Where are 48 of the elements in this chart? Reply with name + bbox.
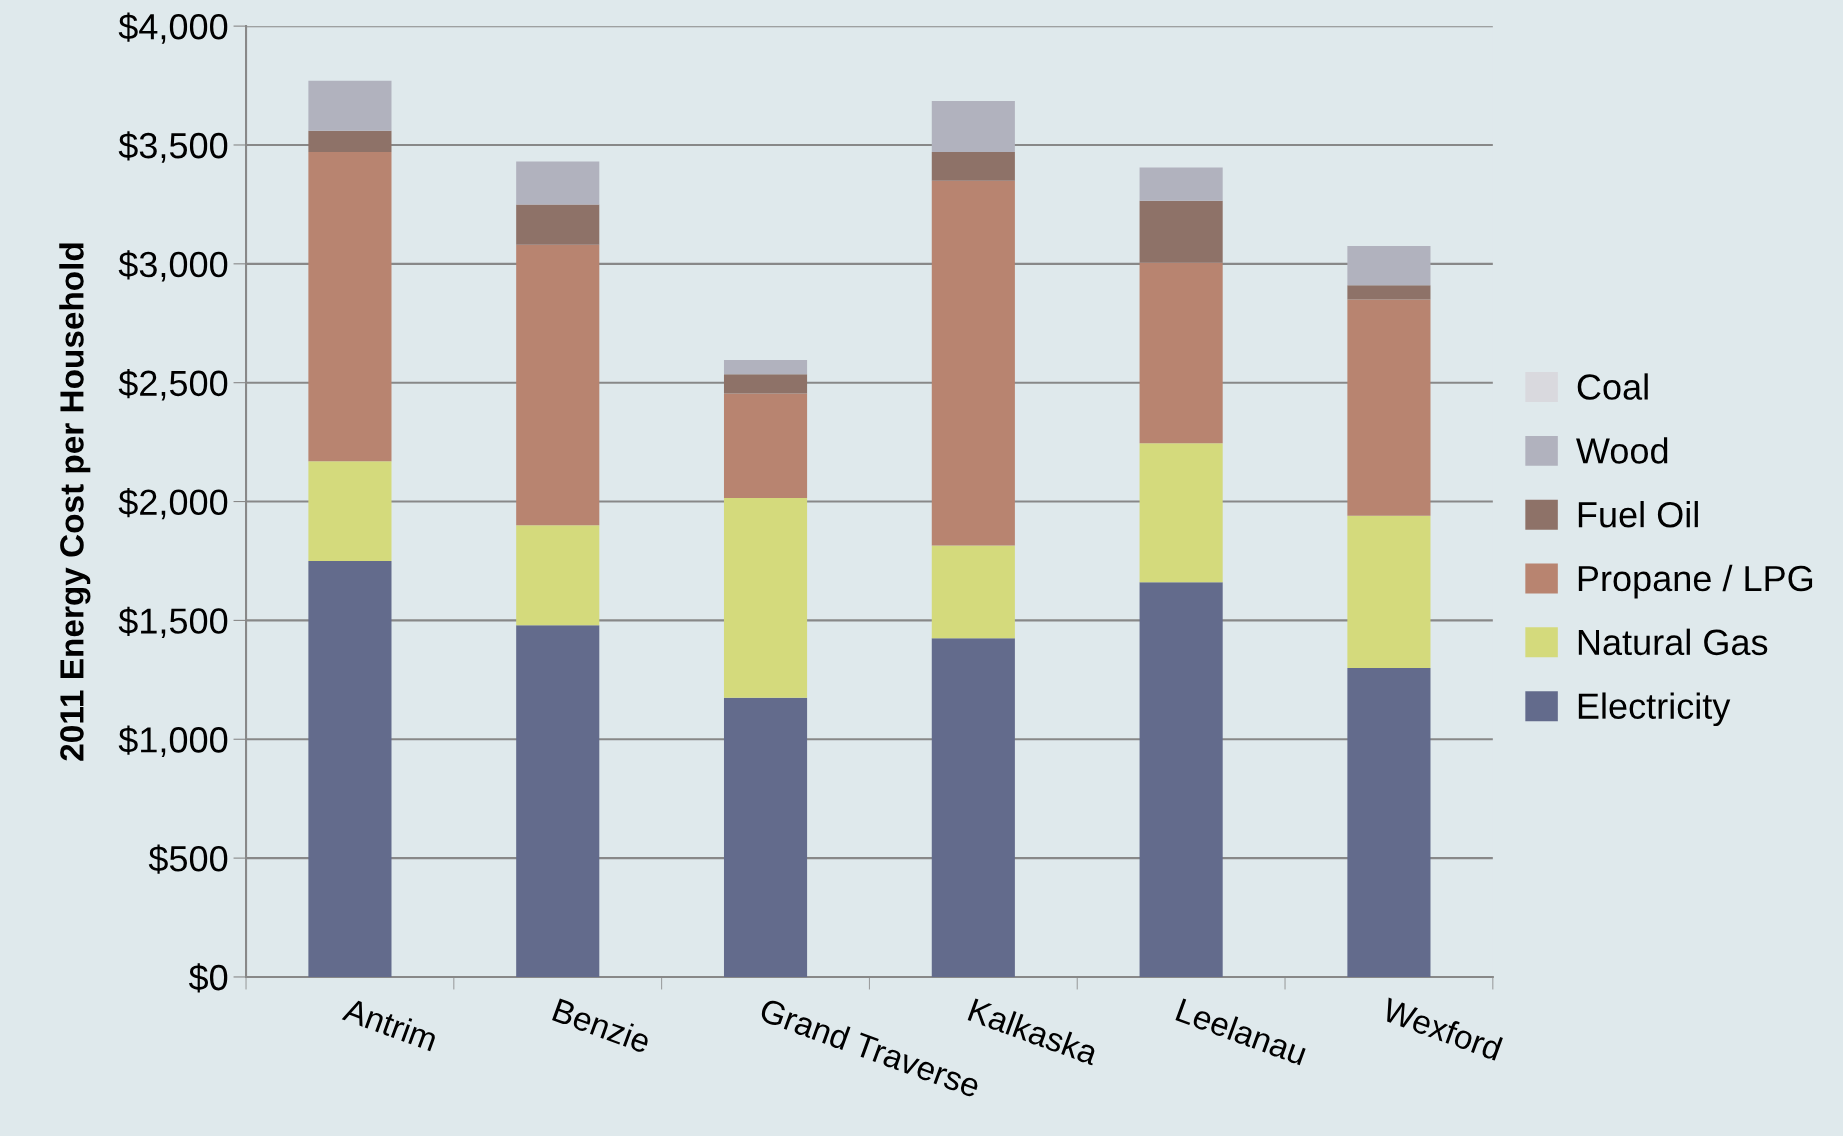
y-tick-label: $0: [188, 963, 228, 993]
y-axis-title: 2011 Energy Cost per Household: [59, 243, 91, 761]
y-tick-label: $500: [148, 844, 228, 874]
bar: [516, 161, 600, 205]
y-tick-label: $4,000: [118, 12, 228, 44]
bar: [723, 360, 808, 375]
y-tick-label: $2,000: [118, 487, 228, 520]
bar: [723, 374, 808, 394]
legend-label: Coal: [1577, 373, 1648, 400]
legend-label: Propane / LPG: [1578, 564, 1813, 599]
bar: [723, 697, 808, 977]
x-tick-label: Benzie: [551, 997, 653, 1054]
bar: [1139, 262, 1223, 444]
bar: [516, 525, 600, 626]
bar: [723, 393, 808, 498]
y-tick-label: $2,500: [118, 369, 228, 401]
y-tick-label: $1,000: [118, 725, 228, 757]
legend-label: Wood: [1576, 437, 1668, 464]
bar: [308, 461, 392, 561]
bar: [308, 560, 392, 977]
bar: [1347, 285, 1431, 300]
bar: [308, 152, 392, 462]
bar: [516, 244, 600, 526]
x-tick-label: Antrim: [341, 996, 439, 1052]
y-tick-label: $3,000: [118, 250, 228, 282]
bar: [931, 101, 1015, 153]
bar: [1347, 299, 1431, 516]
legend-label: Natural Gas: [1578, 628, 1768, 656]
bar: [931, 180, 1015, 546]
bar: [1139, 200, 1223, 263]
legend-label: Fuel Oil: [1578, 500, 1698, 528]
bar: [1347, 246, 1431, 286]
bar: [1139, 167, 1223, 201]
bar: [931, 638, 1015, 977]
bar: [308, 80, 392, 131]
legend-label: Electricity: [1578, 692, 1731, 727]
bar: [516, 625, 600, 977]
bar: [516, 204, 600, 245]
bar: [931, 152, 1015, 181]
bar: [308, 130, 392, 153]
bar: [723, 497, 808, 698]
bar: [1139, 582, 1223, 977]
bar: [1139, 443, 1223, 583]
bar: [931, 545, 1015, 639]
y-tick-label: $3,500: [118, 131, 228, 163]
y-tick-label: $1,500: [118, 606, 228, 639]
bar: [1347, 515, 1431, 668]
bar: [1347, 667, 1431, 977]
